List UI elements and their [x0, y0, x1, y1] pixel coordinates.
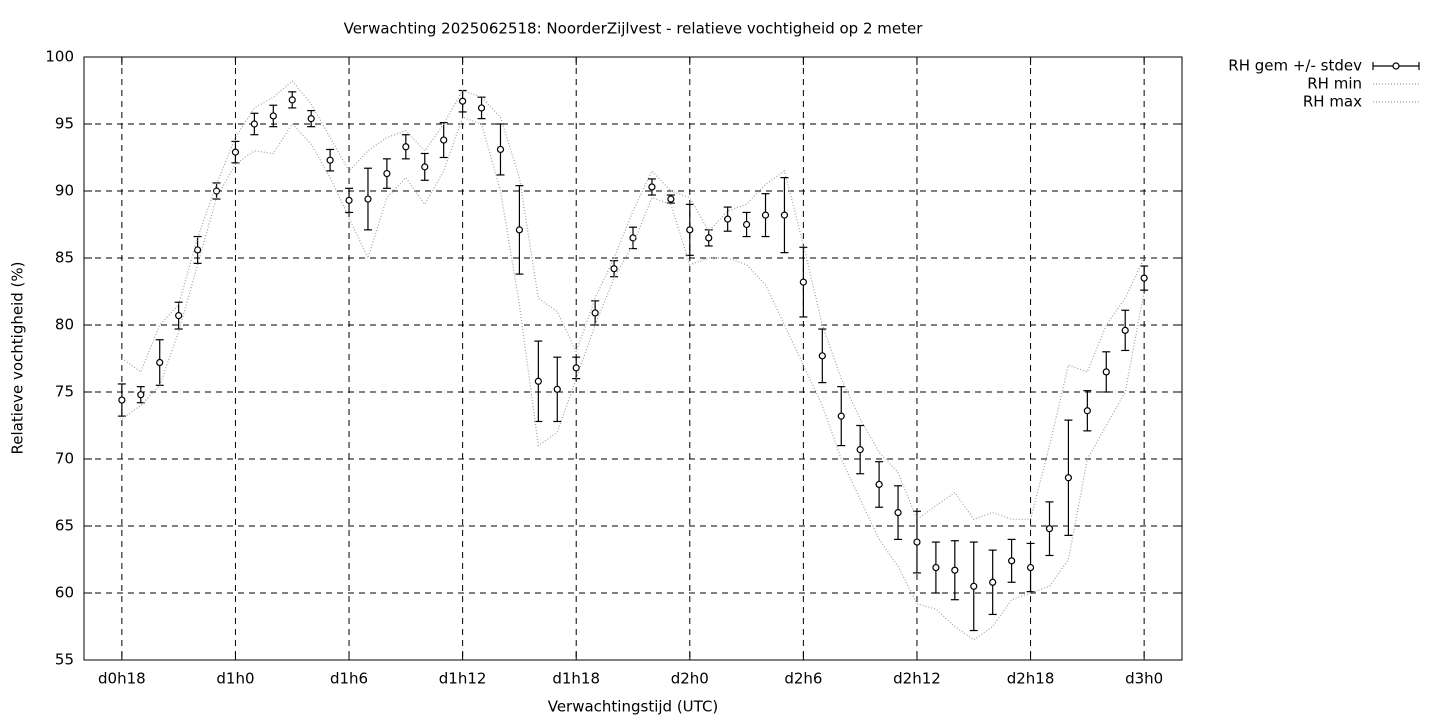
x-tick-label: d1h12	[439, 670, 487, 688]
data-point	[951, 566, 959, 574]
data-point	[288, 96, 296, 104]
data-point	[913, 538, 921, 546]
y-tick-label: 60	[55, 584, 74, 602]
x-tick-label: d1h6	[330, 670, 368, 688]
data-point	[875, 480, 883, 489]
data-point	[250, 120, 258, 128]
data-point	[1026, 563, 1035, 572]
y-tick-label: 95	[55, 115, 74, 133]
data-point	[780, 211, 789, 219]
legend-label: RH min	[1307, 75, 1362, 93]
data-point	[175, 312, 183, 320]
x-tick-label: d2h6	[784, 670, 822, 688]
data-point	[989, 578, 997, 586]
y-tick-label: 100	[45, 48, 74, 66]
data-point	[799, 278, 807, 286]
data-point	[534, 377, 542, 385]
y-tick-label: 55	[55, 651, 74, 669]
data-point	[231, 148, 240, 156]
data-point	[648, 183, 656, 191]
data-point	[1064, 474, 1073, 482]
data-point	[1008, 557, 1016, 565]
series-line	[121, 80, 1145, 521]
data-point	[515, 226, 524, 234]
data-point	[970, 582, 978, 590]
data-point	[1083, 407, 1091, 415]
data-point	[137, 391, 145, 399]
data-point	[1121, 326, 1129, 334]
y-axis-label: Relatieve vochtigheid (%)	[9, 261, 27, 454]
data-point	[894, 508, 902, 517]
data-point	[572, 364, 580, 372]
plot-frame	[83, 56, 1183, 661]
data-point	[686, 226, 694, 234]
data-point	[383, 169, 391, 178]
x-tick-label: d3h0	[1125, 670, 1163, 688]
data-point	[705, 234, 713, 242]
data-point	[496, 145, 505, 154]
data-point	[610, 265, 618, 273]
data-point	[364, 195, 372, 203]
legend-label: RH max	[1303, 93, 1362, 111]
series-line	[121, 116, 1145, 641]
x-tick-label: d1h0	[216, 670, 254, 688]
data-point	[1140, 274, 1148, 282]
data-point	[326, 156, 334, 164]
x-axis-label: Verwachtingstijd (UTC)	[548, 698, 719, 716]
x-tick-label: d0h18	[98, 670, 146, 688]
data-point	[459, 97, 467, 105]
data-point	[818, 352, 826, 360]
y-tick-label: 90	[55, 182, 74, 200]
data-point	[837, 412, 845, 420]
y-tick-label: 70	[55, 450, 74, 468]
data-point	[553, 385, 561, 393]
y-tick-label: 80	[55, 316, 74, 334]
legend-swatch	[1392, 62, 1400, 70]
data-point	[477, 104, 486, 112]
data-point	[156, 358, 164, 367]
data-point	[761, 211, 770, 219]
legend-label: RH gem +/- stdev	[1228, 57, 1362, 75]
x-tick-label: d2h0	[671, 670, 709, 688]
data-point	[307, 115, 315, 123]
y-tick-label: 85	[55, 249, 74, 267]
x-tick-label: d1h18	[552, 670, 600, 688]
data-point	[667, 195, 675, 203]
data-point	[193, 246, 202, 254]
data-point	[118, 396, 126, 404]
data-point	[932, 563, 940, 572]
y-tick-label: 65	[55, 517, 74, 535]
chart-title: Verwachting 2025062518: NoorderZijlvest …	[344, 20, 924, 38]
data-point	[402, 143, 410, 151]
data-point	[345, 196, 353, 204]
x-tick-label: d2h18	[1007, 670, 1055, 688]
data-point	[1045, 525, 1054, 533]
data-point	[440, 136, 448, 144]
x-tick-label: d2h12	[893, 670, 941, 688]
data-point	[421, 163, 429, 171]
data-point	[1102, 368, 1110, 376]
data-point	[856, 446, 864, 454]
data-point	[591, 309, 599, 317]
data-point	[742, 220, 751, 229]
data-point	[269, 112, 277, 120]
data-point	[724, 215, 732, 223]
y-tick-label: 75	[55, 383, 74, 401]
